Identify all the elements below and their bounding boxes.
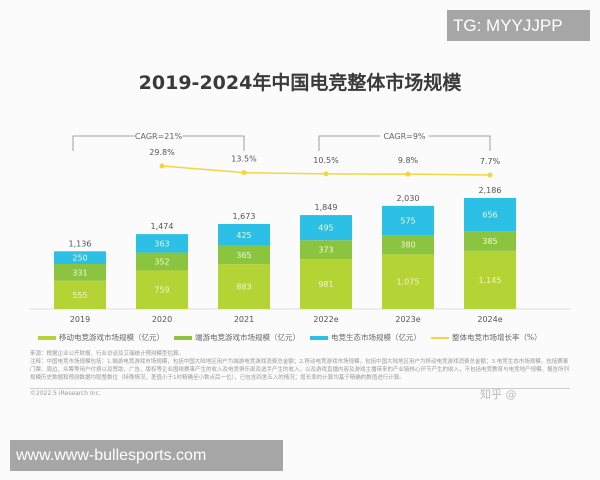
growth-label: 7.7% xyxy=(480,157,501,166)
chart-title: 2019-2024年中国电竞整体市场规模 xyxy=(138,72,462,94)
data-label: 425 xyxy=(236,231,251,240)
legend-label: 端游电竞游戏市场规模（亿元） xyxy=(195,333,300,342)
data-label: 385 xyxy=(482,237,497,246)
data-label: 575 xyxy=(400,216,415,225)
legend-item-pc: 端游电竞游戏市场规模（亿元） xyxy=(174,332,300,343)
bar-segment xyxy=(464,250,516,309)
growth-point xyxy=(405,171,411,177)
bar-segment xyxy=(464,197,516,232)
growth-label: 13.5% xyxy=(231,155,257,164)
growth-label: 10.5% xyxy=(313,156,339,165)
data-label: 495 xyxy=(318,224,333,233)
data-label: 363 xyxy=(154,239,169,248)
bar-segment xyxy=(136,270,188,309)
legend-label: 整体电竞市场增长率（%） xyxy=(452,333,542,342)
source-note: 来源：根据企业公开财报、行业访谈及艾瑞统计预测模型估算。 xyxy=(30,351,185,357)
copyright: ©2022.5 iResearch Inc. xyxy=(30,390,101,397)
growth-point xyxy=(323,171,329,177)
data-label: 555 xyxy=(72,291,87,300)
data-label: 759 xyxy=(154,286,169,295)
legend-label: 移动电竞游戏市场规模（亿元） xyxy=(59,333,164,342)
data-label: 250 xyxy=(72,254,87,263)
bar-segment xyxy=(300,259,352,309)
x-tick-label: 2020 xyxy=(152,315,172,324)
zhihu-watermark: 知乎 @ xyxy=(480,388,517,401)
x-tick-label: 2022e xyxy=(313,315,338,324)
bar-segment xyxy=(300,240,352,260)
legend: 移动电竞游戏市场规模（亿元） 端游电竞游戏市场规模（亿元） 电竞生态市场规模（亿… xyxy=(38,332,542,343)
legend-item-growth: 整体电竞市场增长率（%） xyxy=(431,332,542,343)
data-label: 656 xyxy=(482,211,497,220)
legend-item-ecosystem: 电竞生态市场规模（亿元） xyxy=(310,332,421,343)
bar-segment xyxy=(218,245,270,265)
bar-segment xyxy=(54,251,106,264)
data-label: 373 xyxy=(318,246,333,255)
growth-label: 9.8% xyxy=(398,156,419,165)
growth-point xyxy=(241,170,247,176)
total-label: 2,030 xyxy=(397,194,420,203)
bar-segment xyxy=(218,224,270,246)
total-label: 2,186 xyxy=(479,186,502,195)
total-label: 1,673 xyxy=(233,212,256,221)
growth-point xyxy=(159,163,165,169)
data-label: 331 xyxy=(72,268,87,277)
data-label: 365 xyxy=(236,251,251,260)
bar-segment xyxy=(136,234,188,253)
bar-segment xyxy=(54,280,106,309)
watermark-top: TG: MYYJJPP xyxy=(447,10,590,41)
cagr-label-bg xyxy=(380,130,429,142)
total-label: 1,849 xyxy=(315,203,338,212)
bar-segment xyxy=(300,215,352,241)
divider xyxy=(30,388,570,389)
x-tick-label: 2021 xyxy=(234,315,254,324)
bar-segment xyxy=(218,264,270,309)
x-tick-label: 2019 xyxy=(70,315,90,324)
explanation-note: 注释：中国电竞市场规模包括：1.端游电竞游戏市场规模，包括中国大陆地区用户为端游… xyxy=(30,359,570,381)
data-label: 1,145 xyxy=(479,276,502,285)
stacked-bar-chart: 555 331 250 1,136 2019 759 352 363 1,474 2020 883 3… xyxy=(30,130,570,324)
legend-label: 电竞生态市场规模（亿元） xyxy=(331,333,421,342)
x-tick-label: 2024e xyxy=(477,315,502,324)
bar-segment xyxy=(464,231,516,251)
data-label: 352 xyxy=(154,258,169,267)
x-tick-label: 2023e xyxy=(395,315,420,324)
bar-segment xyxy=(54,263,106,281)
data-label: 1,075 xyxy=(397,278,420,287)
watermark-bottom: www.www-bullesports.com xyxy=(10,440,283,471)
cagr-label-bg xyxy=(134,130,183,142)
bar-segment xyxy=(382,235,434,255)
growth-label: 29.8% xyxy=(149,148,175,157)
bar-segment xyxy=(382,254,434,309)
cagr-label: CAGR=9% xyxy=(383,132,425,141)
data-label: 981 xyxy=(318,280,333,289)
legend-item-mobile: 移动电竞游戏市场规模（亿元） xyxy=(38,332,164,343)
cagr-label: CAGR=21% xyxy=(135,132,183,141)
bar-segment xyxy=(382,205,434,236)
total-label: 1,136 xyxy=(69,239,92,248)
data-label: 380 xyxy=(400,241,415,250)
footnotes: 来源：根据企业公开财报、行业访谈及艾瑞统计预测模型估算。 注释：中国电竞市场规模… xyxy=(30,350,570,382)
data-label: 883 xyxy=(236,283,251,292)
bar-segment xyxy=(136,252,188,271)
growth-point xyxy=(487,172,493,178)
total-label: 1,474 xyxy=(151,222,174,231)
